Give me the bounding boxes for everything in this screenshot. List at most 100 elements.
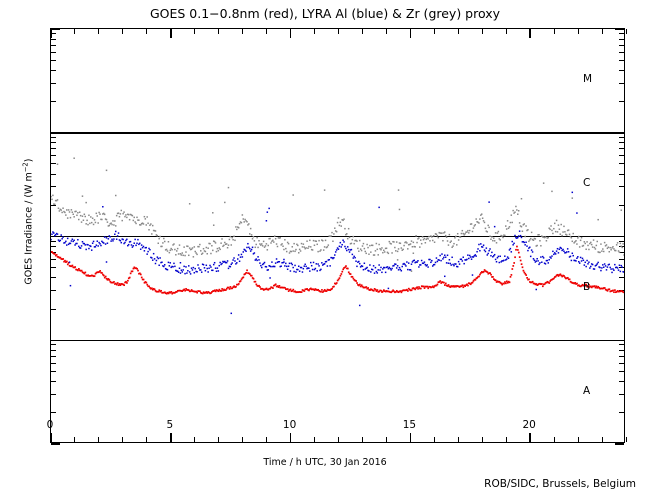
x-axis-minor-tick xyxy=(98,29,100,34)
x-axis-minor-tick xyxy=(266,29,268,34)
y-axis-minor-tick xyxy=(51,155,56,157)
x-axis-minor-tick xyxy=(433,437,435,442)
y-axis-minor-tick xyxy=(51,38,56,40)
y-axis-minor-tick xyxy=(619,155,624,157)
y-axis-minor-tick xyxy=(619,259,624,261)
x-axis-major-tick xyxy=(529,433,531,442)
y-axis-minor-tick xyxy=(51,290,56,292)
y-axis-label-tail: ) xyxy=(23,158,35,163)
y-axis-minor-tick xyxy=(619,186,624,188)
y-axis-minor-tick xyxy=(51,355,56,357)
x-axis-tick-label: 5 xyxy=(166,419,174,431)
x-axis-minor-tick xyxy=(601,29,603,34)
y-axis-label-exponent: −2 xyxy=(21,162,30,173)
x-axis-minor-tick xyxy=(122,437,124,442)
y-axis-minor-tick xyxy=(51,101,56,103)
y-axis-major-tick xyxy=(51,339,60,341)
y-axis-major-tick xyxy=(615,132,624,134)
x-axis-minor-tick xyxy=(457,437,459,442)
y-axis-minor-tick xyxy=(619,69,624,71)
x-axis-minor-tick xyxy=(242,29,244,34)
y-axis-label-text: GOES Irradiance / (W m xyxy=(23,172,35,285)
y-axis-minor-tick xyxy=(51,259,56,261)
y-axis-minor-tick xyxy=(51,44,56,46)
x-axis-minor-tick xyxy=(385,29,387,34)
y-axis-minor-tick xyxy=(51,240,56,242)
y-axis-minor-tick xyxy=(51,59,56,61)
x-axis-major-tick xyxy=(289,433,292,442)
x-axis-minor-tick xyxy=(338,29,339,34)
y-axis-minor-tick xyxy=(51,148,56,150)
y-axis-minor-tick xyxy=(619,381,624,383)
y-axis-minor-tick xyxy=(51,33,56,35)
y-axis-minor-tick xyxy=(619,101,624,103)
x-axis-major-tick xyxy=(409,29,412,38)
x-axis-minor-tick xyxy=(194,437,196,442)
y-axis-minor-tick xyxy=(619,173,624,175)
y-axis-minor-tick xyxy=(51,204,56,206)
x-axis-minor-tick xyxy=(122,29,124,34)
y-axis-minor-tick xyxy=(51,136,56,138)
x-axis-major-tick xyxy=(409,433,412,442)
y-axis-minor-tick xyxy=(51,267,56,269)
y-axis-minor-tick xyxy=(619,82,624,84)
x-axis-minor-tick xyxy=(98,437,100,442)
y-axis-minor-tick xyxy=(51,82,56,84)
data-series-layer xyxy=(51,157,624,315)
x-axis-minor-tick xyxy=(194,29,196,34)
y-axis-minor-tick xyxy=(51,186,56,188)
x-axis-major-tick xyxy=(170,433,172,442)
flare-class-label: M xyxy=(583,73,593,86)
x-axis-minor-tick xyxy=(74,29,76,34)
flare-class-label: B xyxy=(583,280,591,293)
x-axis-minor-tick xyxy=(577,437,579,442)
y-axis-minor-tick xyxy=(51,277,56,279)
chart-title: GOES 0.1−0.8nm (red), LYRA Al (blue) & Z… xyxy=(149,6,501,21)
y-axis-minor-tick xyxy=(619,252,624,254)
series-zr-proxy xyxy=(51,157,624,272)
y-axis-minor-tick xyxy=(51,69,56,71)
y-axis-label: GOES Irradiance / (W m−2) xyxy=(21,142,34,302)
y-axis-minor-tick xyxy=(51,51,56,53)
x-axis-minor-tick xyxy=(481,29,483,34)
y-axis-minor-tick xyxy=(51,412,56,414)
x-axis-minor-tick xyxy=(577,29,579,34)
x-axis-minor-tick xyxy=(314,29,316,34)
x-axis-minor-tick xyxy=(146,437,148,442)
x-axis-minor-tick xyxy=(218,437,220,442)
y-axis-minor-tick xyxy=(619,44,624,46)
series-goes-0-1-0-8nm xyxy=(51,245,624,295)
y-axis-minor-tick xyxy=(619,204,624,206)
x-axis-minor-tick xyxy=(625,29,627,34)
x-axis-minor-tick xyxy=(314,437,316,442)
x-axis-major-tick xyxy=(289,29,292,38)
y-axis-minor-tick xyxy=(51,308,56,310)
series-lyra-al xyxy=(51,191,624,315)
y-axis-minor-tick xyxy=(619,240,624,242)
y-axis-minor-tick xyxy=(619,355,624,357)
y-axis-minor-tick xyxy=(619,349,624,351)
y-axis-major-tick xyxy=(615,339,624,341)
gridline xyxy=(51,339,624,341)
y-axis-minor-tick xyxy=(619,370,624,372)
y-axis-minor-tick xyxy=(619,277,624,279)
y-axis-major-tick xyxy=(51,443,60,445)
credit-line: ROB/SIDC, Brussels, Belgium xyxy=(484,478,636,490)
y-axis-minor-tick xyxy=(619,59,624,61)
x-axis-minor-tick xyxy=(505,437,507,442)
y-axis-minor-tick xyxy=(51,362,56,364)
x-axis-label: Time / h UTC, 30 Jan 2016 xyxy=(263,457,387,468)
y-axis-minor-tick xyxy=(51,381,56,383)
y-axis-major-tick xyxy=(615,28,624,30)
y-axis-minor-tick xyxy=(51,142,56,144)
x-axis-minor-tick xyxy=(361,29,363,34)
y-axis-minor-tick xyxy=(619,308,624,310)
y-axis-minor-tick xyxy=(619,136,624,138)
y-axis-minor-tick xyxy=(51,173,56,175)
y-axis-minor-tick xyxy=(619,51,624,53)
y-axis-minor-tick xyxy=(619,344,624,346)
y-axis-minor-tick xyxy=(51,349,56,351)
x-axis-minor-tick xyxy=(338,437,339,442)
y-axis-minor-tick xyxy=(619,393,624,395)
x-axis-minor-tick xyxy=(218,29,220,34)
